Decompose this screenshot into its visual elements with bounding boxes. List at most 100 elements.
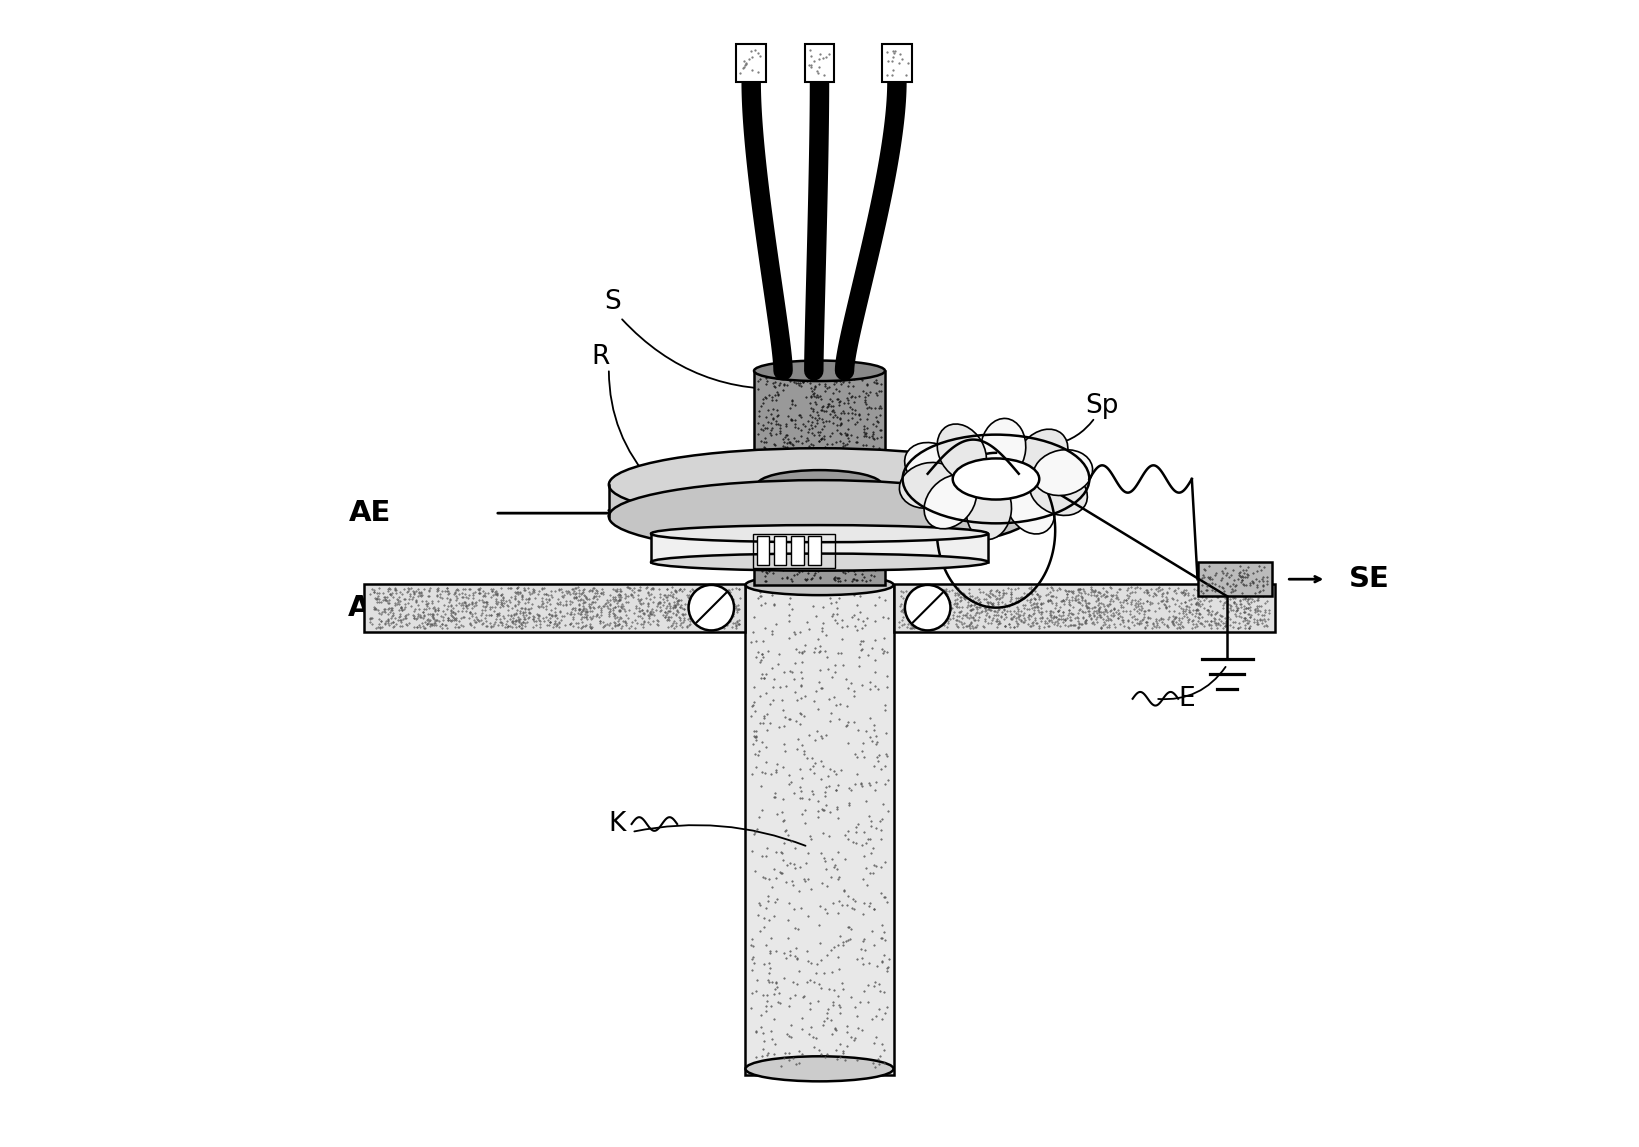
Point <box>1096 594 1123 612</box>
Point <box>792 872 818 890</box>
Point <box>933 584 959 602</box>
Point <box>905 614 931 632</box>
Point <box>785 476 811 494</box>
Point <box>797 760 823 779</box>
Point <box>769 443 795 461</box>
Point <box>446 582 472 600</box>
Point <box>800 693 826 711</box>
Point <box>777 435 803 453</box>
Point <box>472 596 498 615</box>
Point <box>457 614 484 632</box>
Point <box>801 408 828 427</box>
Point <box>818 850 844 868</box>
Point <box>831 466 857 484</box>
Point <box>688 614 715 632</box>
Point <box>423 616 449 634</box>
Point <box>752 898 779 916</box>
Point <box>631 603 657 622</box>
Point <box>815 660 841 678</box>
Point <box>831 457 857 475</box>
Point <box>1116 618 1142 637</box>
Point <box>838 526 864 545</box>
Point <box>834 918 860 936</box>
Point <box>764 763 790 781</box>
Point <box>919 586 946 604</box>
Point <box>634 584 661 602</box>
Point <box>1080 582 1106 600</box>
Point <box>1067 615 1093 633</box>
Point <box>472 617 498 635</box>
Point <box>842 400 869 419</box>
Point <box>831 518 857 537</box>
Point <box>1054 606 1080 624</box>
Point <box>841 483 867 501</box>
Point <box>559 610 585 629</box>
Point <box>1175 602 1201 621</box>
Point <box>1233 561 1259 579</box>
Point <box>779 832 805 850</box>
Point <box>780 392 806 411</box>
Point <box>838 674 864 693</box>
Point <box>529 590 556 608</box>
Point <box>931 602 957 621</box>
Point <box>826 997 852 1015</box>
Point <box>362 590 388 608</box>
Point <box>506 604 533 623</box>
Point <box>847 538 874 556</box>
Point <box>541 614 567 632</box>
Point <box>808 420 834 438</box>
Point <box>518 604 544 623</box>
Point <box>813 787 839 805</box>
Circle shape <box>905 585 951 631</box>
Point <box>754 496 780 514</box>
Point <box>1146 611 1172 630</box>
Point <box>1142 609 1169 627</box>
Point <box>567 604 593 623</box>
Point <box>720 607 746 625</box>
Point <box>1019 614 1046 632</box>
Point <box>865 1054 892 1072</box>
Point <box>1216 580 1242 599</box>
Point <box>595 607 621 625</box>
Point <box>828 404 854 422</box>
Point <box>1221 593 1247 611</box>
Point <box>431 582 457 600</box>
Point <box>1008 587 1034 606</box>
Point <box>847 497 874 515</box>
Point <box>754 665 780 684</box>
Point <box>536 612 562 631</box>
Point <box>1123 598 1149 616</box>
Point <box>724 615 751 633</box>
Point <box>516 585 543 603</box>
Point <box>829 630 856 648</box>
Point <box>1023 595 1049 614</box>
Point <box>423 614 449 632</box>
Point <box>798 387 824 405</box>
Point <box>552 616 579 634</box>
Point <box>357 584 384 602</box>
Point <box>1083 610 1110 629</box>
Point <box>572 587 598 606</box>
Point <box>628 590 654 608</box>
Point <box>764 383 790 401</box>
Point <box>1252 616 1278 634</box>
Point <box>715 609 741 627</box>
Point <box>385 593 411 611</box>
Point <box>652 602 679 621</box>
Point <box>839 439 865 458</box>
Point <box>760 788 787 806</box>
Point <box>510 603 536 622</box>
Point <box>856 522 882 540</box>
Point <box>1152 596 1178 615</box>
Point <box>816 367 842 385</box>
Point <box>1234 590 1260 608</box>
Point <box>459 607 485 625</box>
Point <box>854 572 880 591</box>
Point <box>1241 612 1267 631</box>
Point <box>933 610 959 629</box>
Point <box>860 526 887 545</box>
Point <box>1203 614 1229 632</box>
Point <box>462 604 488 623</box>
Point <box>508 587 534 606</box>
Point <box>1057 616 1083 634</box>
